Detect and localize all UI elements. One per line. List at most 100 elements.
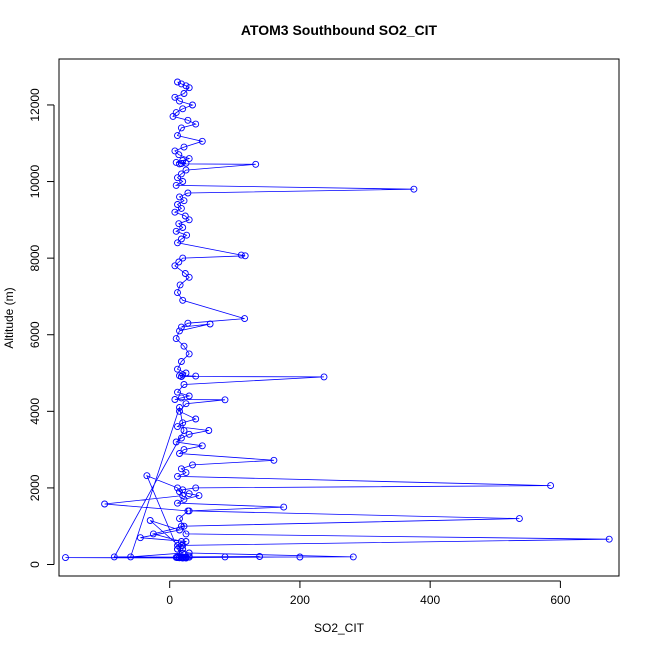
data-point — [174, 289, 181, 297]
data-point — [174, 365, 181, 373]
data-point — [172, 158, 180, 166]
data-point — [174, 545, 181, 553]
data-point — [181, 212, 189, 220]
data-point — [206, 320, 214, 328]
data-point — [184, 116, 192, 124]
data-point — [185, 273, 193, 281]
data-point — [349, 553, 357, 561]
data-point — [176, 193, 183, 201]
data-point — [172, 227, 180, 235]
data-point — [177, 538, 185, 545]
data-point — [182, 159, 190, 167]
data-point — [515, 515, 523, 523]
data-point — [176, 281, 184, 289]
data-point — [179, 553, 187, 561]
y-tick-label: 4000 — [28, 398, 42, 425]
data-point — [177, 522, 185, 530]
data-point — [252, 160, 260, 168]
data-point — [192, 484, 200, 492]
y-tick-label: 10000 — [28, 165, 42, 199]
data-point — [256, 553, 264, 560]
data-point — [179, 492, 187, 500]
data-point — [185, 553, 193, 561]
data-point — [171, 147, 179, 155]
x-tick-label: 400 — [420, 593, 440, 607]
data-point — [221, 396, 229, 404]
data-point — [174, 239, 181, 247]
data-point — [177, 358, 185, 365]
data-point — [143, 472, 151, 480]
data-point — [182, 538, 190, 545]
data-point — [136, 534, 144, 542]
data-point — [181, 270, 189, 277]
data-point — [179, 178, 187, 185]
x-axis-label: SO2_CIT — [314, 621, 365, 635]
data-point — [547, 482, 555, 490]
data-point — [177, 170, 185, 178]
data-point — [180, 143, 188, 151]
data-point — [149, 530, 157, 538]
y-tick-label: 0 — [28, 561, 42, 568]
data-point — [175, 220, 183, 228]
data-point — [175, 258, 183, 266]
data-point — [185, 430, 193, 438]
data-point — [101, 500, 109, 508]
data-point — [180, 522, 188, 530]
data-point — [192, 120, 200, 128]
data-point — [179, 296, 187, 304]
data-point — [171, 262, 179, 270]
data-point — [180, 90, 188, 97]
data-point — [127, 553, 135, 561]
data-point — [172, 181, 180, 189]
data-point — [179, 224, 187, 231]
data-point — [237, 251, 245, 259]
data-point — [182, 530, 190, 538]
data-point — [180, 427, 188, 434]
data-point — [179, 545, 187, 553]
series-line — [65, 81, 610, 559]
data-point — [182, 400, 190, 408]
data-point — [175, 151, 183, 159]
plot-frame — [58, 58, 620, 577]
data-point — [62, 554, 69, 562]
data-point — [182, 469, 190, 477]
data-point — [174, 541, 181, 549]
data-point — [185, 84, 193, 92]
data-point — [169, 112, 177, 120]
data-point — [174, 484, 181, 492]
data-point — [185, 155, 193, 163]
data-point — [176, 160, 183, 168]
data-point — [179, 105, 187, 113]
data-point — [185, 216, 193, 224]
data-point — [177, 434, 185, 442]
y-tick-label: 6000 — [28, 321, 42, 348]
data-point — [182, 369, 190, 377]
y-tick-label: 8000 — [28, 244, 42, 271]
y-tick-label: 2000 — [28, 474, 42, 501]
data-point — [182, 166, 190, 174]
data-point — [182, 554, 190, 562]
data-point — [176, 515, 183, 523]
data-point — [184, 319, 192, 327]
data-point — [174, 174, 181, 182]
data-point — [192, 415, 200, 423]
data-point — [270, 456, 278, 464]
data-point — [177, 373, 185, 380]
data-point — [177, 124, 185, 132]
data-point — [174, 423, 181, 431]
series — [62, 78, 613, 562]
data-point — [177, 541, 185, 549]
data-point — [280, 503, 288, 511]
data-point — [185, 350, 193, 358]
data-point — [180, 381, 188, 388]
data-point — [172, 335, 180, 343]
data-point — [183, 231, 191, 239]
data-point — [195, 492, 203, 500]
data-point — [185, 490, 193, 498]
data-point — [174, 499, 181, 507]
data-point — [174, 472, 181, 480]
data-point — [184, 189, 192, 197]
data-point — [176, 404, 183, 411]
data-point — [221, 553, 229, 561]
